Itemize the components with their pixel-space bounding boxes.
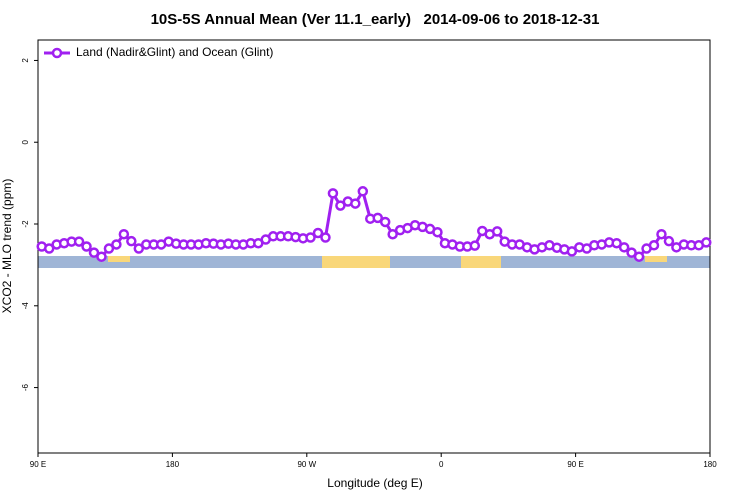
data-point: [432, 226, 443, 238]
data-point: [372, 212, 383, 224]
data-point: [312, 227, 324, 239]
y-tick-label: -4: [21, 302, 30, 310]
x-tick-label: 90 E: [30, 460, 46, 469]
data-point: [88, 247, 100, 258]
x-tick-label: 0: [439, 460, 444, 469]
y-tick-label: 2: [21, 58, 30, 63]
data-point: [43, 243, 55, 254]
land-strip: [645, 256, 667, 262]
data-point: [648, 240, 660, 251]
data-point: [663, 235, 675, 247]
x-tick-label: 90 W: [297, 460, 316, 469]
x-tick-label: 180: [166, 460, 180, 469]
x-axis-label: Longitude (deg E): [327, 476, 422, 490]
legend-marker: [51, 47, 63, 59]
data-point: [626, 247, 637, 258]
data-point: [320, 232, 331, 243]
data-point: [350, 198, 361, 209]
data-point: [656, 228, 667, 240]
legend-label: Land (Nadir&Glint) and Ocean (Glint): [76, 45, 273, 59]
data-point: [111, 239, 122, 250]
x-tick-label: 90 E: [567, 460, 583, 469]
data-point: [387, 228, 398, 240]
data-point: [133, 243, 145, 254]
land-strip: [461, 256, 501, 268]
data-point: [118, 228, 130, 240]
data-point: [618, 242, 630, 253]
data-point: [701, 237, 712, 248]
data-point: [73, 236, 85, 247]
data-point: [335, 200, 346, 211]
y-tick-label: 0: [21, 139, 30, 144]
surface-strip: [38, 256, 710, 268]
data-point: [81, 241, 92, 252]
land-strip: [108, 256, 130, 262]
data-point: [103, 243, 115, 254]
data-point: [126, 235, 137, 247]
y-tick-label: -2: [21, 220, 30, 228]
data-point: [566, 246, 578, 257]
land-strip: [322, 256, 390, 268]
data-point: [357, 186, 369, 197]
data-point: [96, 251, 107, 262]
data-point: [379, 216, 391, 228]
y-tick-label: -6: [21, 383, 30, 391]
data-point: [491, 226, 503, 237]
data-point: [469, 240, 481, 251]
data-point: [327, 188, 339, 199]
data-point: [611, 237, 622, 249]
y-axis-label: XCO2 - MLO trend (ppm): [0, 179, 14, 314]
chart-title: 10S-5S Annual Mean (Ver 11.1_early) 2014…: [151, 11, 600, 28]
data-point: [305, 232, 316, 243]
data-point: [633, 251, 645, 262]
x-tick-label: 180: [703, 460, 717, 469]
